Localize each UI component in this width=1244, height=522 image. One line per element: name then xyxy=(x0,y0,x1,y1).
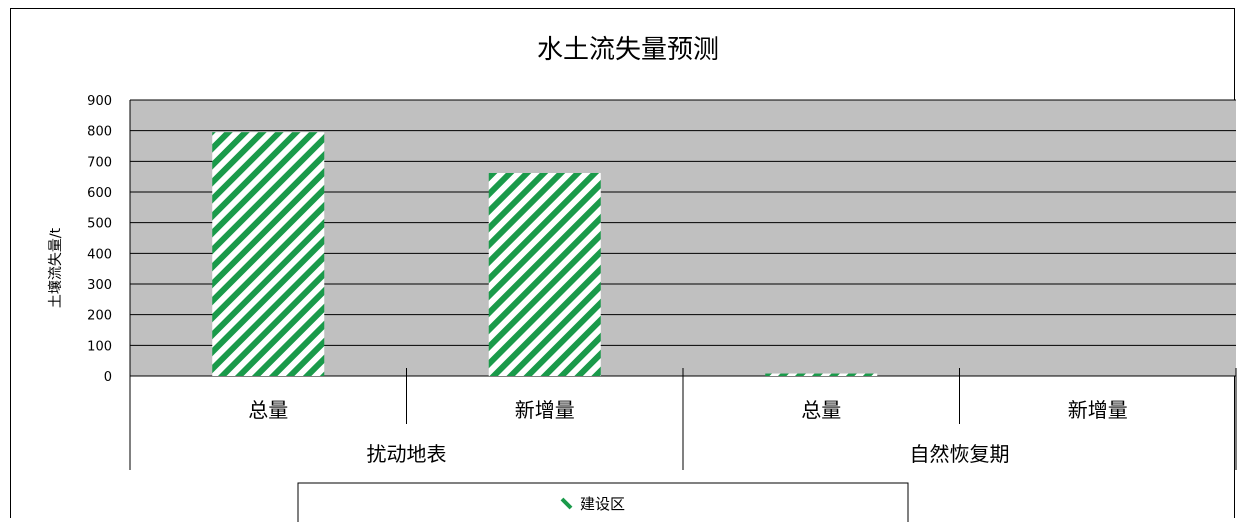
group-label: 自然恢复期 xyxy=(910,442,1010,466)
y-tick-label: 100 xyxy=(87,339,112,354)
y-tick-label: 400 xyxy=(87,247,112,262)
y-tick-label: 300 xyxy=(87,278,112,293)
legend-box xyxy=(297,482,909,522)
legend-label: 建设区 xyxy=(580,495,625,513)
bar xyxy=(488,172,601,376)
legend-swatch xyxy=(560,497,573,510)
y-tick-label: 500 xyxy=(87,217,112,232)
x-tick-label: 总量 xyxy=(801,398,841,422)
group-label: 扰动地表 xyxy=(367,442,447,466)
y-tick-label: 600 xyxy=(87,186,112,201)
x-tick-label: 总量 xyxy=(248,398,288,422)
x-tick-label: 新增量 xyxy=(1068,398,1128,422)
y-tick-label: 900 xyxy=(87,94,112,109)
y-tick-label: 0 xyxy=(104,370,112,385)
bar xyxy=(765,373,878,376)
bar xyxy=(212,132,325,376)
y-tick-label: 800 xyxy=(87,125,112,140)
y-tick-label: 700 xyxy=(87,155,112,170)
y-tick-label: 200 xyxy=(87,309,112,324)
chart-title: 水土流失量预测 xyxy=(537,35,719,65)
y-axis-label: 土壤流失量/t xyxy=(47,227,64,308)
x-tick-label: 新增量 xyxy=(515,398,575,422)
